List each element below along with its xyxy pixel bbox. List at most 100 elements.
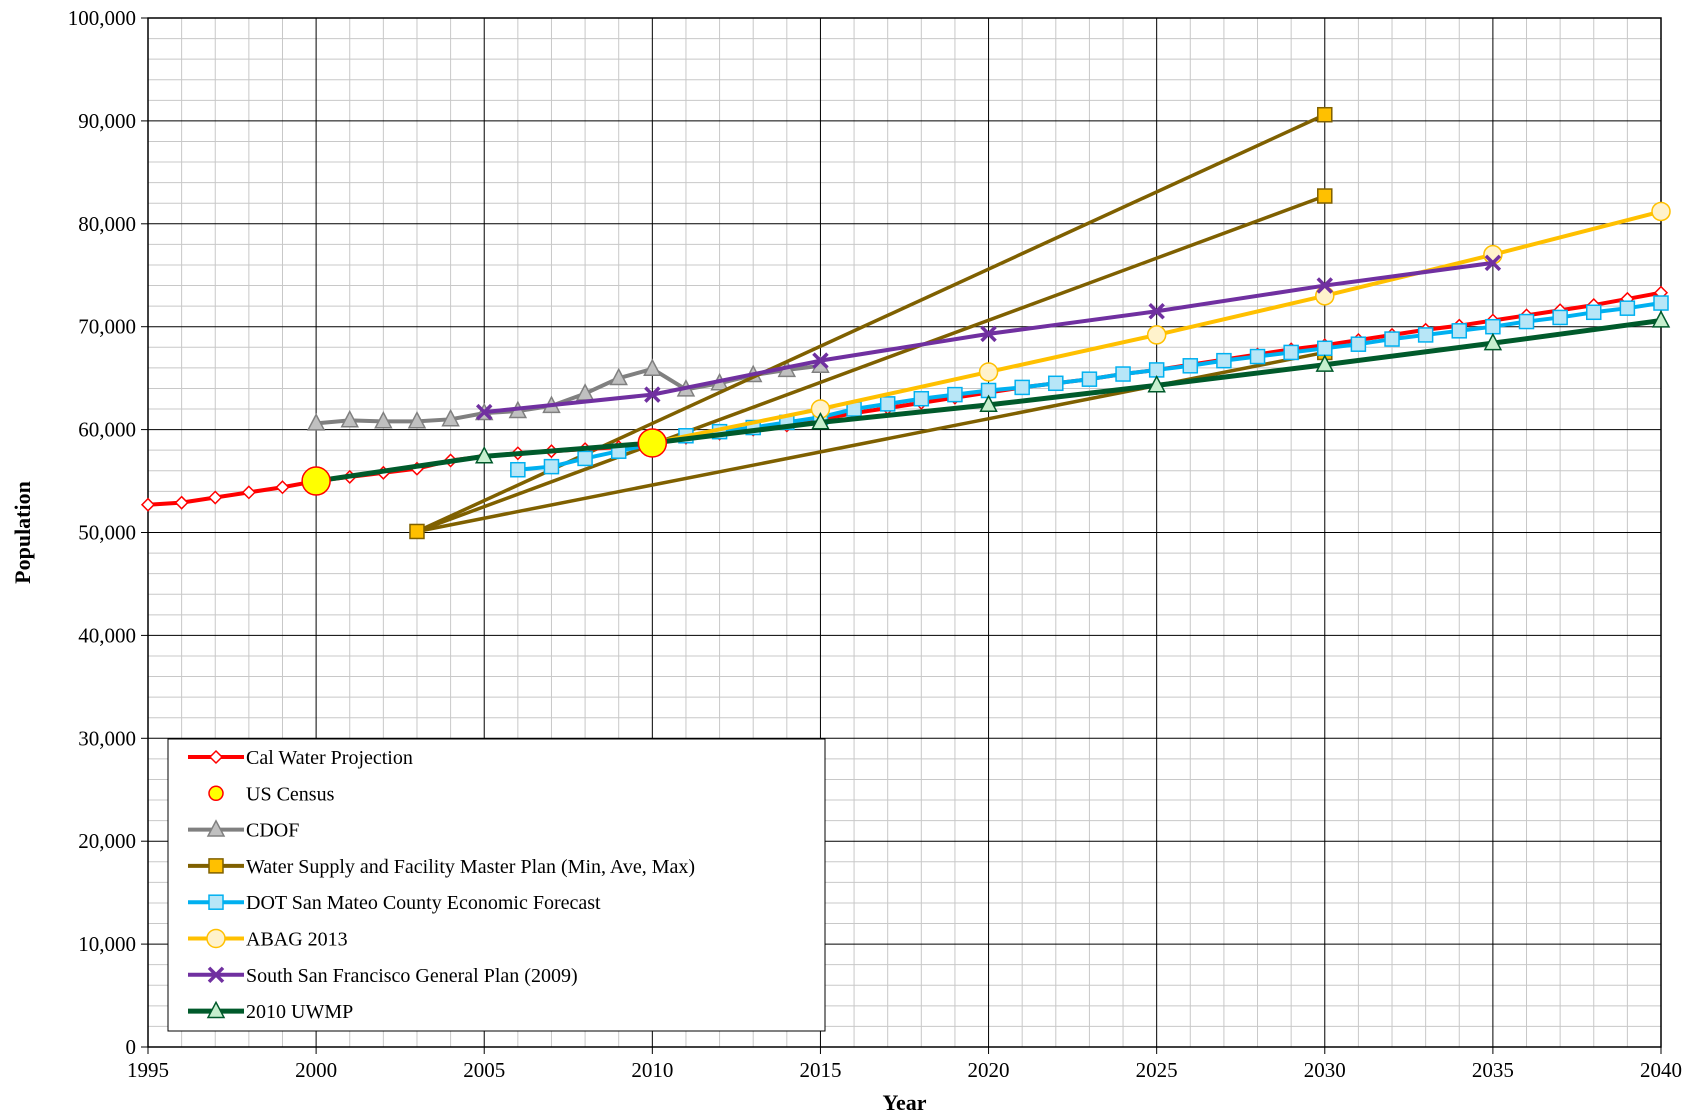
y-axis-title: Population xyxy=(10,481,35,584)
data-point xyxy=(811,411,830,430)
legend-item: CDOF xyxy=(188,819,299,842)
legend-label: DOT San Mateo County Economic Forecast xyxy=(246,892,601,914)
legend-swatch-marker xyxy=(206,928,226,949)
legend-label: Water Supply and Facility Master Plan (M… xyxy=(246,856,695,878)
legend-swatch-marker xyxy=(206,1000,226,1019)
series-line xyxy=(416,194,1326,534)
data-point xyxy=(637,428,668,458)
legend-label: CDOF xyxy=(246,820,299,842)
x-tick-label: 2010 xyxy=(631,1058,673,1082)
legend-item: South San Francisco General Plan (2009) xyxy=(188,965,578,987)
legend-label: Cal Water Projection xyxy=(246,747,413,769)
data-point xyxy=(1148,303,1165,320)
legend-item: US Census xyxy=(208,783,335,805)
data-point xyxy=(1552,309,1568,326)
data-point xyxy=(1283,344,1299,361)
data-point xyxy=(1451,323,1468,339)
y-axis-ticks: 0 10,000 20,000 30,000 40,000 50,000 60,000 70,… xyxy=(68,6,148,1059)
data-point xyxy=(1417,327,1434,343)
data-point xyxy=(913,390,930,407)
legend-label: 2010 UWMP xyxy=(246,1001,353,1023)
y-tick-label: 100,000 xyxy=(68,6,136,30)
data-point xyxy=(1317,340,1333,357)
x-tick-label: 2005 xyxy=(463,1058,505,1082)
y-tick-label: 30,000 xyxy=(78,726,136,750)
series-6 xyxy=(475,254,1502,421)
data-point xyxy=(1216,352,1232,369)
data-point xyxy=(241,485,256,500)
y-tick-label: 0 xyxy=(126,1035,137,1059)
data-point xyxy=(609,367,628,386)
y-tick-label: 10,000 xyxy=(78,932,136,956)
y-tick-label: 60,000 xyxy=(78,418,136,442)
data-point xyxy=(1619,300,1636,316)
data-point xyxy=(1048,375,1064,392)
y-tick-label: 50,000 xyxy=(78,521,136,545)
x-tick-label: 2020 xyxy=(968,1058,1010,1082)
data-point xyxy=(1014,379,1030,396)
data-point xyxy=(1518,313,1535,330)
y-tick-label: 80,000 xyxy=(78,212,136,236)
legend-swatch-marker xyxy=(208,858,224,874)
data-point xyxy=(340,409,359,428)
data-point xyxy=(275,480,290,495)
legend-swatch-marker xyxy=(206,819,226,837)
data-point xyxy=(1115,366,1131,382)
data-point xyxy=(441,408,460,427)
major-gridlines xyxy=(148,18,1661,1047)
legend-label: US Census xyxy=(246,783,335,805)
x-tick-label: 1995 xyxy=(127,1058,169,1082)
data-point xyxy=(1146,325,1167,345)
y-tick-label: 20,000 xyxy=(78,829,136,853)
data-point xyxy=(978,362,999,382)
legend-swatch-marker xyxy=(207,966,225,984)
data-point xyxy=(1350,336,1367,352)
legend-item: Cal Water Projection xyxy=(188,747,413,769)
data-point xyxy=(1653,295,1669,311)
legend-swatch-marker xyxy=(208,785,224,802)
x-axis-ticks: 1995 2000 2005 2010 2015 2020 2025 2030 2035 2040 xyxy=(127,1047,1682,1082)
x-axis-title: Year xyxy=(883,1090,927,1115)
data-point xyxy=(1148,362,1165,378)
x-tick-label: 2015 xyxy=(799,1058,841,1082)
data-point xyxy=(208,490,223,505)
data-point xyxy=(577,450,593,467)
data-point xyxy=(140,497,156,512)
data-point xyxy=(1317,106,1333,123)
data-point xyxy=(1483,332,1503,351)
data-point xyxy=(1147,374,1166,393)
data-point xyxy=(301,466,331,496)
x-tick-label: 2025 xyxy=(1136,1058,1178,1082)
data-point xyxy=(475,403,493,421)
data-point xyxy=(1316,277,1334,294)
legend-swatch-marker xyxy=(208,749,224,765)
data-point xyxy=(306,413,326,431)
data-point xyxy=(1315,354,1335,372)
data-point xyxy=(1182,358,1199,374)
legend-box xyxy=(167,738,826,1032)
data-point xyxy=(644,386,661,403)
data-point xyxy=(979,394,998,413)
legend-item: 2010 UWMP xyxy=(188,1000,353,1023)
y-tick-label: 70,000 xyxy=(78,315,136,339)
data-point xyxy=(947,386,963,403)
legend-label: ABAG 2013 xyxy=(246,929,348,951)
data-point xyxy=(174,495,189,510)
x-tick-label: 2040 xyxy=(1640,1058,1682,1082)
data-point xyxy=(1317,188,1333,204)
data-point xyxy=(407,410,427,429)
x-tick-label: 2000 xyxy=(295,1058,337,1082)
data-point xyxy=(1485,318,1501,335)
data-point xyxy=(1651,201,1671,222)
legend-item: ABAG 2013 xyxy=(188,929,348,951)
data-point xyxy=(510,461,526,478)
data-point xyxy=(1249,348,1266,365)
data-point xyxy=(1651,310,1671,328)
y-tick-label: 40,000 xyxy=(78,623,136,647)
data-point xyxy=(1586,304,1602,321)
data-point xyxy=(1484,254,1502,272)
data-point xyxy=(643,358,662,377)
data-point xyxy=(409,523,425,540)
